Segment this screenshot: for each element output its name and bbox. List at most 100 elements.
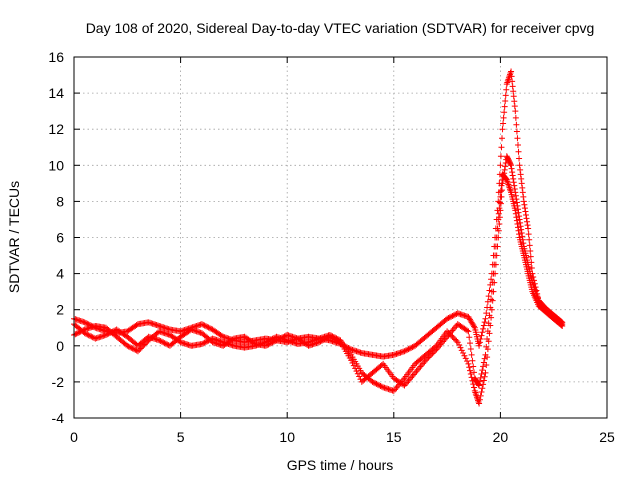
data-point (402, 347, 409, 354)
data-point (74, 329, 81, 336)
data-point (470, 363, 477, 370)
data-point (201, 322, 208, 329)
data-point (326, 333, 333, 340)
data-point (497, 200, 504, 207)
data-point (266, 340, 273, 347)
data-point (482, 315, 489, 322)
data-point (401, 348, 408, 355)
data-point (479, 385, 486, 392)
data-point (104, 331, 111, 338)
data-point (513, 128, 520, 135)
data-point (483, 310, 490, 317)
data-point (416, 365, 423, 372)
data-point (507, 70, 514, 77)
data-point (467, 340, 474, 347)
data-point (198, 321, 205, 328)
data-point (517, 166, 524, 173)
chart-grid (74, 57, 607, 418)
data-point (514, 135, 521, 142)
data-point (162, 340, 169, 347)
data-point (476, 382, 483, 389)
data-point (200, 321, 207, 328)
data-point (479, 329, 486, 336)
data-point (482, 369, 489, 376)
data-point (317, 338, 324, 345)
data-point (334, 337, 341, 344)
data-point (526, 242, 533, 249)
data-point (502, 163, 509, 170)
data-point (512, 108, 519, 115)
data-point (336, 338, 343, 345)
data-point (133, 322, 140, 329)
data-point (512, 192, 519, 199)
x-tick-label: 5 (177, 429, 185, 445)
data-point (125, 343, 132, 350)
data-point (280, 334, 287, 341)
data-point (201, 339, 208, 346)
data-point (428, 351, 435, 358)
data-point (426, 353, 433, 360)
data-point (520, 193, 527, 200)
data-point (328, 334, 335, 341)
data-point (497, 162, 504, 169)
data-point (491, 261, 498, 268)
y-tick-label: -4 (52, 410, 65, 426)
data-point (157, 338, 164, 345)
data-point (480, 363, 487, 370)
data-point (450, 312, 457, 319)
data-point (324, 335, 331, 342)
data-point (441, 336, 448, 343)
data-point (378, 361, 385, 368)
data-point (509, 172, 516, 179)
x-tick-label: 15 (386, 429, 402, 445)
data-point (86, 332, 93, 339)
data-point (273, 337, 280, 344)
data-point (410, 371, 417, 378)
data-point (88, 333, 95, 340)
axis-ticks: 0 5 10 15 20 25 -4 -2 0 2 4 6 8 10 12 14 16 (48, 49, 615, 445)
data-point (464, 358, 471, 365)
data-point (479, 367, 486, 374)
data-point (516, 162, 523, 169)
data-point (476, 400, 483, 407)
data-point (438, 340, 445, 347)
data-point (454, 339, 461, 346)
data-point (464, 327, 471, 334)
data-point (372, 380, 379, 387)
data-point (508, 73, 515, 80)
chart-title: Day 108 of 2020, Sidereal Day-to-day VTE… (86, 20, 595, 36)
x-tick-label: 25 (599, 429, 615, 445)
data-point (356, 373, 363, 380)
data-point (476, 342, 483, 349)
data-point (393, 384, 400, 391)
y-tick-label: 8 (56, 193, 64, 209)
data-point (89, 334, 96, 341)
data-point (330, 335, 337, 342)
data-point (73, 330, 80, 337)
data-point (488, 276, 495, 283)
data-point (506, 186, 513, 193)
data-point (525, 231, 532, 238)
data-point (373, 380, 380, 387)
data-point (521, 205, 528, 212)
data-point (482, 351, 489, 358)
data-point (408, 374, 415, 381)
data-point (465, 360, 472, 367)
series-track-c (71, 171, 566, 389)
x-axis-label: GPS time / hours (287, 457, 394, 473)
data-point (524, 222, 531, 229)
data-point (274, 336, 281, 343)
data-point (322, 335, 329, 342)
data-point (505, 181, 512, 188)
data-point (369, 378, 376, 385)
data-point (126, 344, 133, 351)
data-point (514, 141, 521, 148)
data-point (136, 346, 143, 353)
data-point (352, 365, 359, 372)
data-point (108, 329, 115, 336)
data-point (377, 382, 384, 389)
chart-data-marks (71, 68, 566, 407)
data-point (513, 199, 520, 206)
data-point (511, 103, 518, 110)
data-point (449, 313, 456, 320)
